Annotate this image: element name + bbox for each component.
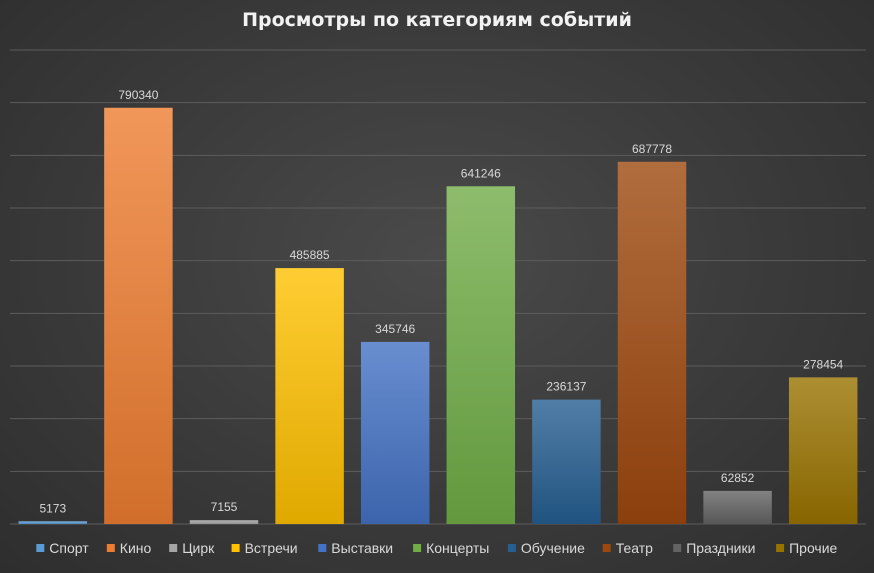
data-label: 485885 xyxy=(290,248,330,262)
bar-6 xyxy=(446,186,516,524)
legend-label: Обучение xyxy=(521,540,585,556)
legend-item: Прочие xyxy=(776,540,838,556)
bar-2 xyxy=(104,107,173,524)
data-label: 641246 xyxy=(461,166,501,180)
legend-label: Встречи xyxy=(245,540,298,556)
legend-swatch xyxy=(36,544,45,552)
legend-item: Спорт xyxy=(36,540,89,556)
legend-item: Обучение xyxy=(507,540,585,556)
legend-swatch xyxy=(776,544,785,552)
data-label: 7155 xyxy=(211,500,238,514)
legend-item: Концерты xyxy=(413,540,489,556)
data-label: 790340 xyxy=(118,88,158,102)
data-label: 278454 xyxy=(803,357,843,371)
bar-8 xyxy=(617,161,687,524)
data-label: 236137 xyxy=(546,380,586,394)
bar-9 xyxy=(703,490,772,524)
legend-label: Цирк xyxy=(182,540,215,556)
legend-item: Встречи xyxy=(231,540,298,556)
legend-swatch xyxy=(318,544,327,552)
legend-swatch xyxy=(231,544,240,552)
legend-swatch xyxy=(673,544,682,552)
legend-item: Выставки xyxy=(318,540,393,556)
bar-7 xyxy=(532,399,601,524)
legend-item: Праздники xyxy=(673,540,755,556)
legend-swatch xyxy=(602,544,611,552)
legend: Спорт Кино Цирк Встречи Выставки Концерты Обуч… xyxy=(36,540,838,556)
legend-label: Спорт xyxy=(49,540,89,556)
data-label: 62852 xyxy=(721,471,755,485)
bar-3 xyxy=(189,520,259,524)
bar-5 xyxy=(360,341,430,524)
legend-swatch xyxy=(106,544,115,552)
legend-item: Кино xyxy=(106,540,152,556)
legend-swatch xyxy=(413,544,422,552)
legend-label: Театр xyxy=(616,540,653,556)
legend-item: Цирк xyxy=(169,540,215,556)
bar-10 xyxy=(788,377,858,524)
legend-label: Выставки xyxy=(331,540,393,556)
legend-label: Праздники xyxy=(686,540,755,556)
data-labels: 5173 790340 7155 485885 345746 641246 236137 68… xyxy=(39,88,843,516)
bar-4 xyxy=(275,268,344,524)
bars xyxy=(18,107,858,524)
data-label: 687778 xyxy=(632,142,672,156)
legend-swatch xyxy=(507,544,516,552)
data-label: 345746 xyxy=(375,322,415,336)
data-label: 5173 xyxy=(39,501,66,515)
legend-item: Театр xyxy=(602,540,653,556)
legend-label: Прочие xyxy=(789,540,837,556)
chart-title: Просмотры по категориям событий xyxy=(242,9,632,31)
legend-label: Концерты xyxy=(426,540,489,556)
bar-1 xyxy=(18,521,88,524)
legend-swatch xyxy=(169,544,178,552)
legend-label: Кино xyxy=(120,540,152,556)
